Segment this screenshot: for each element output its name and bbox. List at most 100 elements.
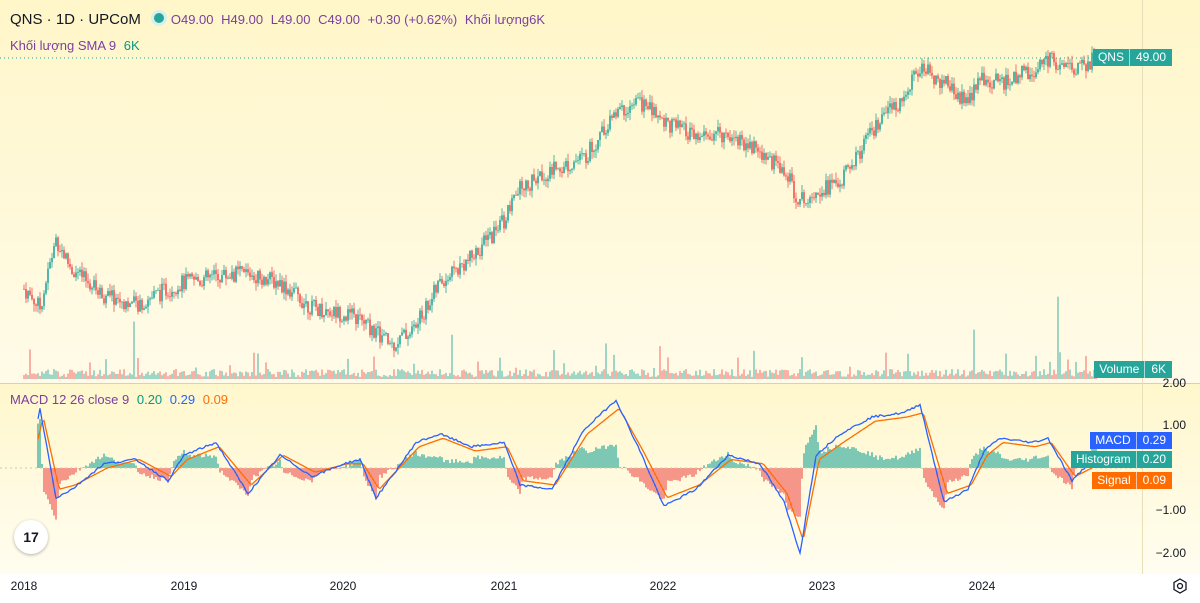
candle-body <box>225 269 227 279</box>
volume-tag-value: 6K <box>1144 361 1172 378</box>
volume-bar <box>215 374 217 379</box>
histogram-bar <box>219 468 221 473</box>
price-candles <box>23 46 1097 358</box>
candle-body <box>1047 55 1049 67</box>
histogram-bar <box>643 468 645 484</box>
candle-body <box>257 270 259 284</box>
candle-body <box>739 134 741 146</box>
histogram-bar <box>723 457 725 468</box>
volume-bar <box>721 369 723 379</box>
candle-body <box>699 136 701 140</box>
x-tick-2020: 2020 <box>329 579 357 593</box>
candle-body <box>609 115 611 130</box>
macd-legend[interactable]: MACD 12 26 close 9 0.20 0.29 0.09 <box>10 392 232 407</box>
histogram-bar <box>571 456 573 468</box>
volume-bar <box>133 321 135 379</box>
histogram-bar <box>197 453 199 468</box>
volume-bar <box>751 376 753 379</box>
volume-bar <box>645 375 647 379</box>
histogram-bar <box>551 468 553 478</box>
volume-bar <box>495 376 497 379</box>
candle-body <box>329 311 331 316</box>
sma-legend[interactable]: Khối lượng SMA 9 6K <box>10 38 144 53</box>
candle-body <box>81 269 83 278</box>
histogram-bar <box>887 458 889 468</box>
status-dot-icon[interactable] <box>150 10 167 26</box>
histogram-bar <box>457 462 459 468</box>
candle-body <box>707 134 709 137</box>
candle-body <box>493 226 495 243</box>
tradingview-logo-icon[interactable]: 17 <box>14 520 48 554</box>
volume-bar <box>579 370 581 379</box>
histogram-bar <box>703 465 705 468</box>
volume-bar <box>981 369 983 379</box>
candle-body <box>29 290 31 295</box>
histogram-bar <box>217 463 219 468</box>
volume-bar <box>531 371 533 379</box>
volume-bar <box>863 372 865 379</box>
volume-bar <box>273 374 275 379</box>
candle-body <box>403 329 405 333</box>
histogram-bar <box>239 468 241 489</box>
histogram-bar <box>421 454 423 468</box>
candle-body <box>425 300 427 320</box>
volume-bar <box>205 371 207 379</box>
candle-body <box>1049 52 1051 67</box>
candle-body <box>419 310 421 324</box>
volume-bar <box>803 375 805 379</box>
histogram-bar <box>803 453 805 468</box>
volume-bar <box>915 374 917 379</box>
histogram-bar <box>697 468 699 470</box>
volume-bar <box>795 376 797 379</box>
histogram-bar <box>529 468 531 478</box>
volume-bar <box>195 367 197 379</box>
histogram-bar <box>471 463 473 468</box>
candle-body <box>767 156 769 160</box>
volume-bar <box>779 370 781 379</box>
histogram-bar <box>681 468 683 478</box>
volume-bar <box>187 375 189 379</box>
volume-bar <box>281 374 283 379</box>
histogram-bar <box>813 429 815 468</box>
volume-bar <box>375 369 377 379</box>
histogram-bar <box>821 453 823 468</box>
candle-body <box>367 319 369 321</box>
volume-bar <box>115 373 117 379</box>
candle-body <box>487 234 489 240</box>
volume-bar <box>441 374 443 379</box>
volume-bar <box>103 374 105 379</box>
candle-body <box>819 194 821 197</box>
candle-body <box>413 324 415 327</box>
candle-body <box>705 131 707 135</box>
volume-bar <box>183 370 185 379</box>
volume-bar <box>557 370 559 379</box>
candle-body <box>809 197 811 203</box>
candle-body <box>113 290 115 305</box>
histogram-bar <box>997 451 999 468</box>
histogram-bar <box>263 468 265 469</box>
volume-bar <box>1029 375 1031 379</box>
volume-tag-name: Volume <box>1099 362 1140 376</box>
volume-bar <box>377 375 379 379</box>
histogram-bar <box>679 468 681 482</box>
volume-bar <box>679 371 681 379</box>
candle-body <box>857 151 859 153</box>
candle-body <box>703 131 705 137</box>
candle-body <box>913 71 915 75</box>
candle-body <box>391 342 393 344</box>
volume-bar <box>1039 371 1041 379</box>
candle-body <box>751 141 753 154</box>
candle-body <box>1071 62 1073 70</box>
histogram-bar <box>943 468 945 509</box>
volume-bar <box>419 373 421 379</box>
histogram-bar <box>335 468 337 470</box>
symbol-title[interactable]: QNS · 1D · UPCoM <box>10 11 141 28</box>
volume-bar <box>969 371 971 379</box>
candle-body <box>669 120 671 133</box>
volume-bar <box>167 376 169 379</box>
histogram-bar <box>549 468 551 478</box>
candle-body <box>951 83 953 91</box>
candle-body <box>639 97 641 99</box>
settings-icon[interactable] <box>1172 578 1188 594</box>
